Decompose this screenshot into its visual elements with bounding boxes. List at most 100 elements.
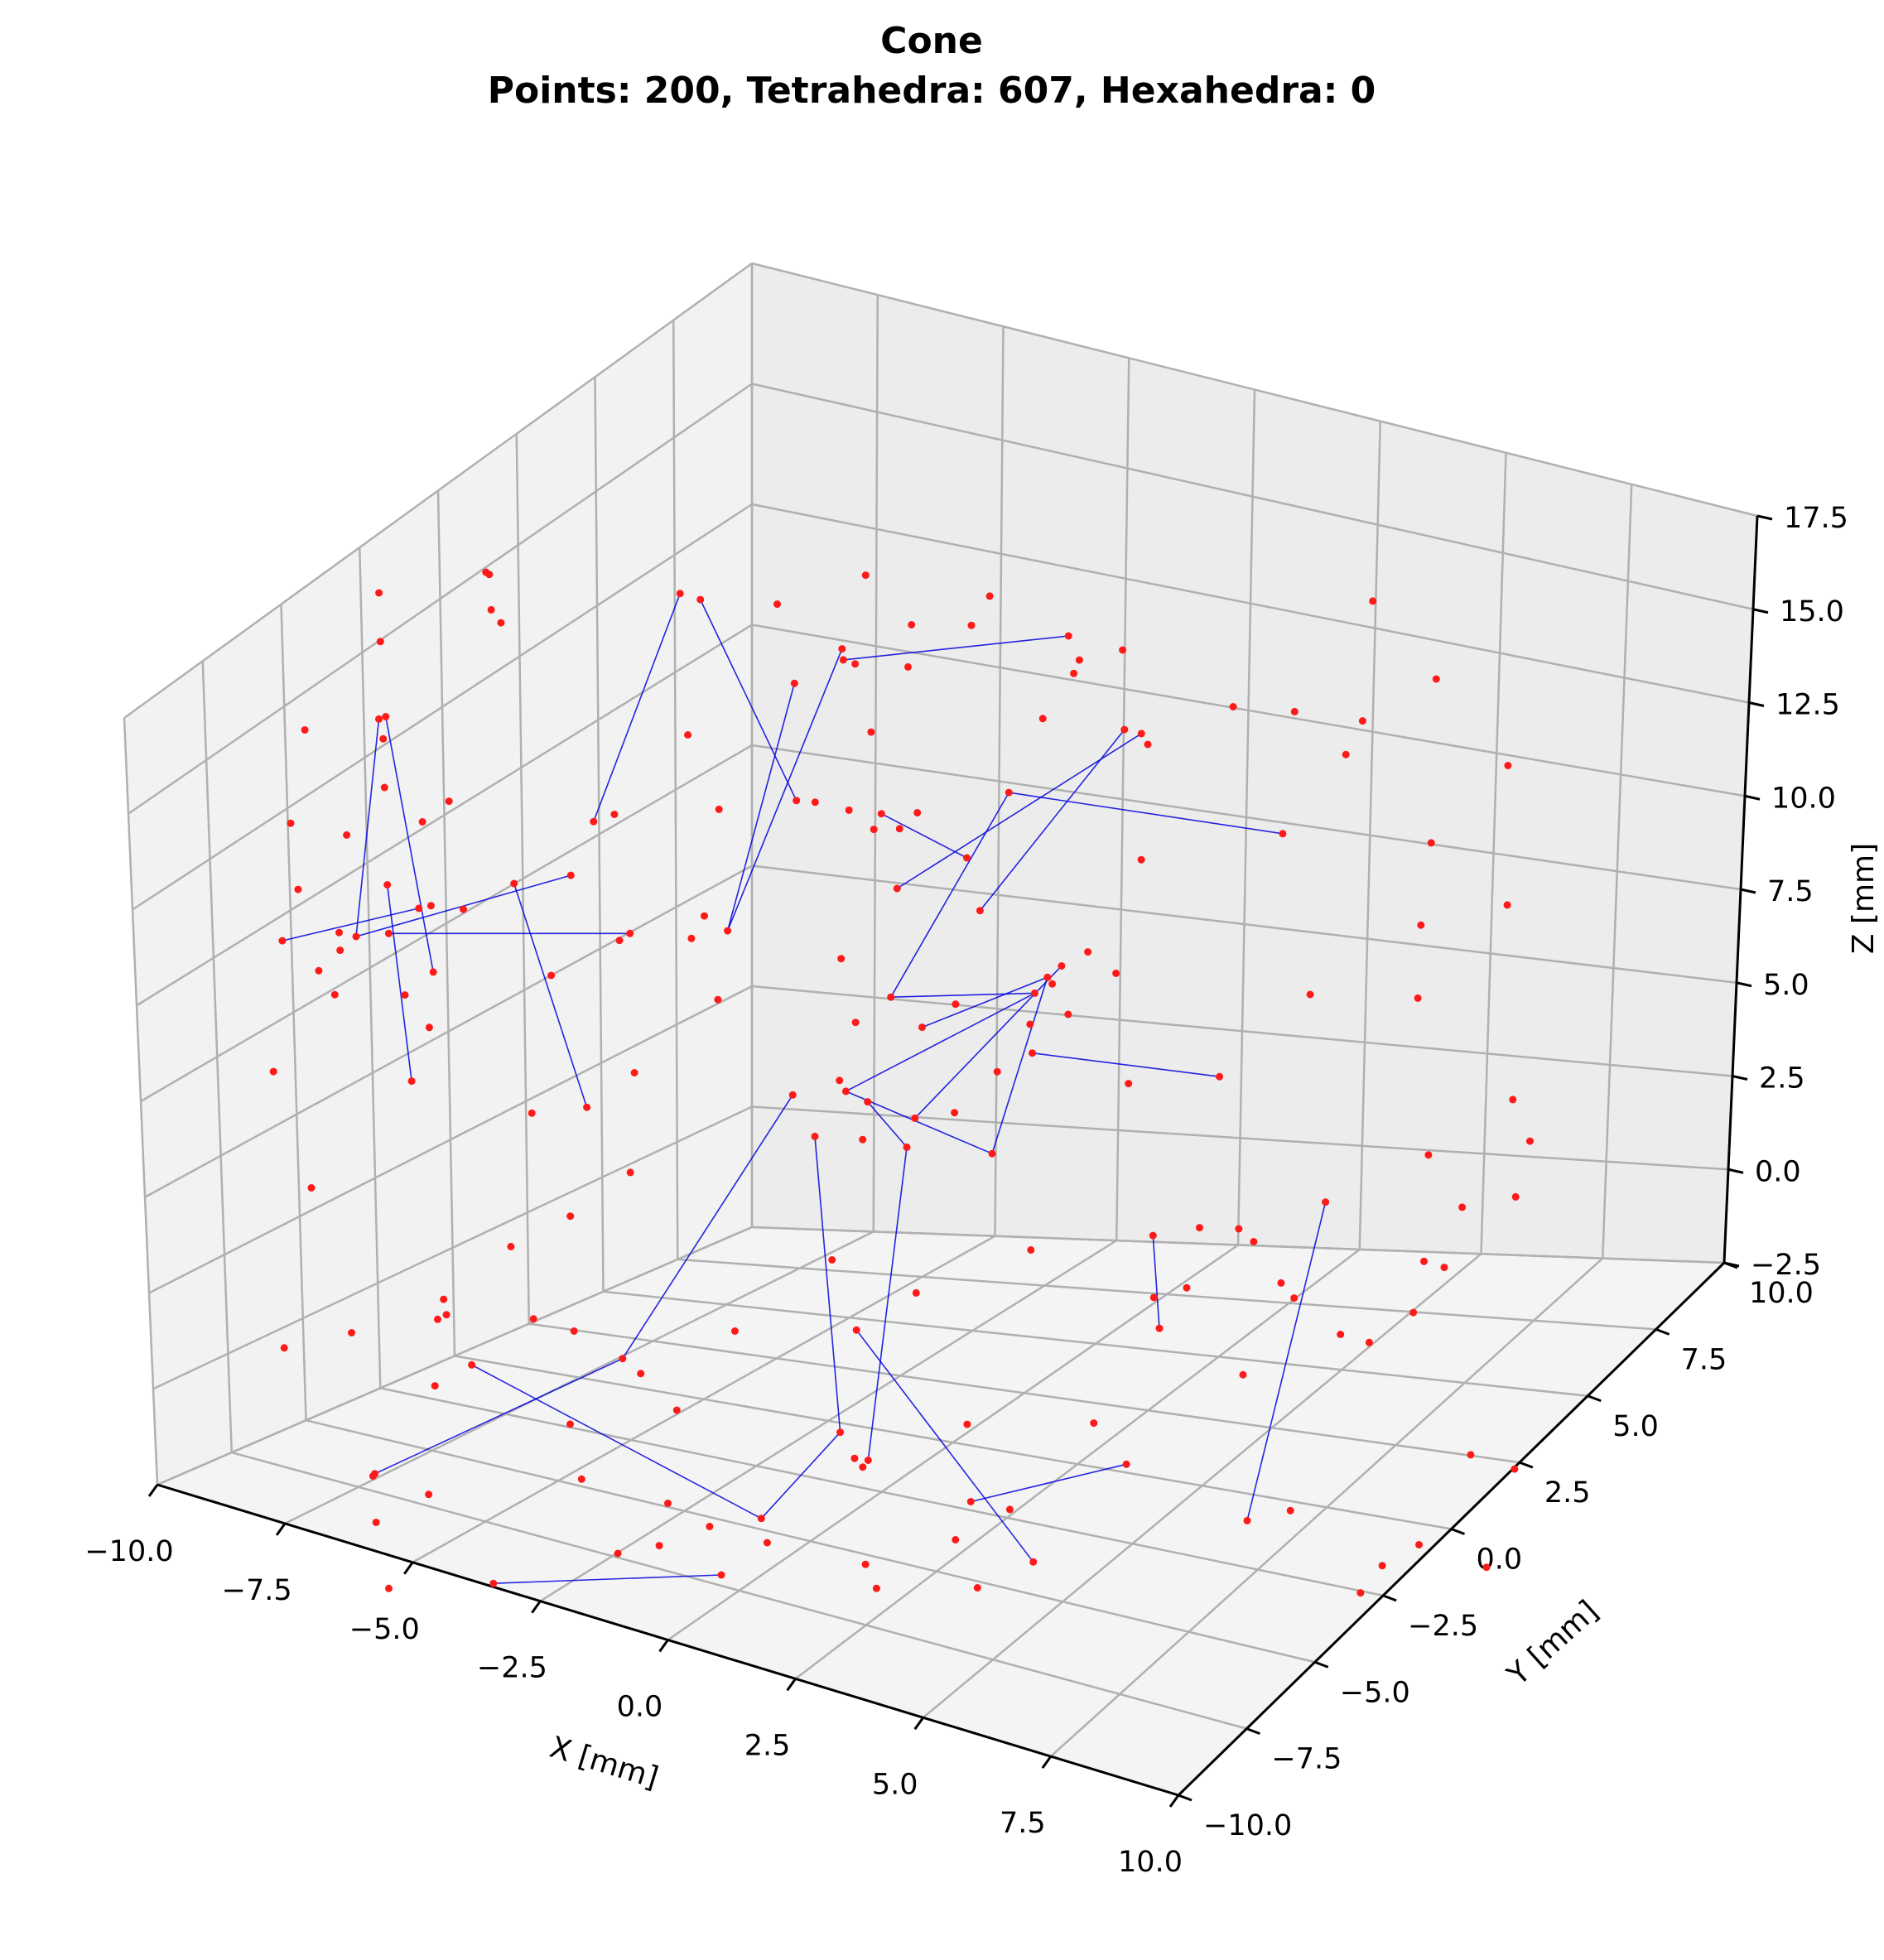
data-point [845, 806, 853, 814]
floor-grid-line [1050, 1257, 1604, 1758]
floor-grid-line [667, 1244, 1239, 1641]
data-point [1038, 715, 1047, 723]
data-point [696, 595, 705, 604]
back-grid-line [1602, 484, 1633, 1259]
data-point [385, 1584, 393, 1592]
left-grid-line [132, 503, 753, 911]
data-point [773, 600, 781, 609]
data-point [836, 1428, 845, 1437]
mesh-edge [513, 883, 588, 1108]
mesh-edge [1009, 792, 1284, 835]
data-point [445, 797, 453, 806]
left-grid-line [140, 744, 753, 1103]
mesh-edge [622, 1094, 793, 1360]
z-tick-label: 7.5 [1767, 875, 1814, 908]
data-point [1420, 1257, 1428, 1265]
data-point [352, 932, 360, 941]
data-point [655, 1542, 663, 1550]
data-point [1090, 1419, 1098, 1428]
data-point [911, 1114, 919, 1122]
mesh-edge [846, 992, 1035, 1092]
data-point [1149, 1293, 1158, 1302]
z-tick [1732, 1075, 1748, 1081]
data-point [952, 1536, 960, 1543]
data-point [1084, 948, 1092, 956]
floor-grid-line [603, 1290, 1588, 1397]
data-point [951, 1109, 959, 1117]
data-point [280, 1344, 288, 1352]
data-point [1458, 1203, 1467, 1211]
data-point [851, 660, 860, 668]
left-grid-line [128, 383, 753, 815]
mesh-edge [282, 908, 419, 941]
z-tick [1756, 514, 1773, 521]
data-point [1005, 1505, 1014, 1514]
data-point [664, 1500, 672, 1507]
data-point [811, 798, 819, 807]
data-point [1122, 1460, 1130, 1468]
data-point [1322, 1198, 1330, 1206]
data-point [1409, 1308, 1418, 1317]
data-point [418, 818, 426, 826]
data-point [566, 871, 575, 879]
data-point [757, 1515, 765, 1523]
data-point [1369, 597, 1377, 605]
mesh-edge [726, 682, 796, 932]
data-point [1216, 1072, 1224, 1081]
data-point [1029, 1558, 1038, 1566]
data-point [838, 645, 846, 653]
data-point [379, 734, 388, 743]
data-point [1070, 669, 1078, 677]
data-point [1048, 980, 1057, 988]
data-point [1043, 973, 1052, 981]
data-point [864, 1457, 872, 1464]
data-point [425, 1490, 433, 1499]
data-point [1149, 1231, 1157, 1240]
data-point [912, 1288, 920, 1297]
data-point [976, 907, 984, 915]
y-tick-label: 7.5 [1681, 1343, 1727, 1376]
data-point [610, 811, 619, 818]
data-point [1467, 1451, 1475, 1459]
data-point [348, 1329, 355, 1336]
floor-grid-line [794, 1248, 1361, 1680]
back-grid-line [751, 383, 1754, 610]
data-point [1440, 1264, 1448, 1272]
mesh-edge [855, 1329, 1034, 1563]
data-point [811, 1132, 819, 1140]
data-point [1155, 1324, 1164, 1332]
mesh-edge [355, 719, 380, 937]
data-point [372, 1519, 380, 1526]
back-grid-line [1358, 421, 1381, 1250]
mesh-edge [814, 1136, 841, 1433]
data-point [468, 1360, 476, 1369]
data-point [547, 971, 556, 980]
data-point [867, 728, 875, 736]
back-grid-line [751, 624, 1746, 797]
data-point [626, 929, 634, 937]
x-tick-label: −7.5 [222, 1574, 292, 1607]
left-grid-line [672, 320, 679, 1259]
z-tick-label: 2.5 [1759, 1062, 1805, 1096]
data-point [407, 1077, 416, 1086]
data-point [993, 1067, 1001, 1076]
data-point [828, 1256, 836, 1264]
data-point [701, 912, 708, 920]
data-point [1119, 646, 1127, 654]
data-point [415, 904, 423, 913]
data-point [1112, 969, 1120, 977]
data-point [1432, 675, 1440, 683]
left-grid-line [123, 262, 753, 720]
data-point [566, 1212, 575, 1221]
x-tick [403, 1561, 414, 1575]
data-point [1196, 1224, 1203, 1232]
x-tick-label: 10.0 [1118, 1846, 1183, 1879]
data-point [913, 809, 922, 816]
data-point [788, 1091, 797, 1099]
z-tick-label: 0.0 [1755, 1155, 1801, 1188]
data-point [566, 1420, 574, 1428]
data-point [687, 934, 696, 942]
data-point [442, 1311, 451, 1319]
data-point [577, 1475, 585, 1483]
data-point [763, 1539, 771, 1547]
